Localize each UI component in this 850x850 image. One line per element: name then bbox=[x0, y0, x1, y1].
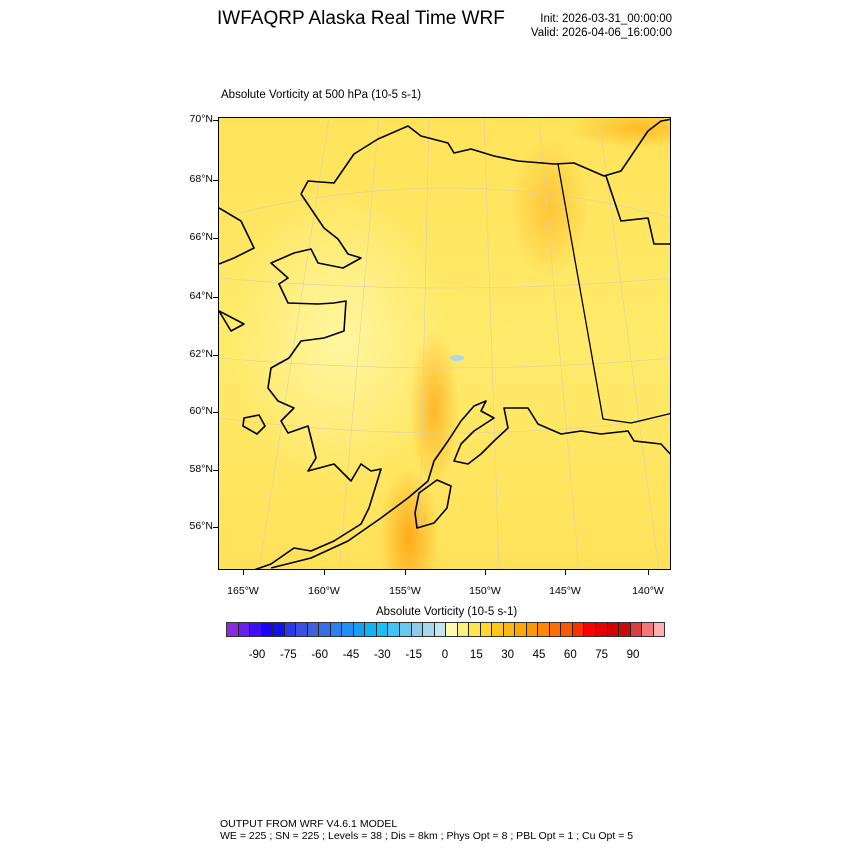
colorbar-swatch bbox=[503, 623, 516, 636]
colorbar-swatch bbox=[457, 623, 470, 636]
lat-label: 60°N bbox=[189, 405, 213, 417]
lat-tick bbox=[213, 297, 218, 298]
map-overlay bbox=[219, 118, 670, 569]
lat-tick bbox=[213, 527, 218, 528]
lon-label: 145°W bbox=[549, 585, 581, 597]
colorbar-swatch bbox=[434, 623, 447, 636]
colorbar-swatch bbox=[388, 623, 400, 636]
colorbar-swatch bbox=[572, 623, 585, 636]
lat-tick bbox=[213, 238, 218, 239]
colorbar-swatch bbox=[227, 623, 239, 636]
colorbar-swatch bbox=[399, 623, 412, 636]
colorbar-swatch bbox=[469, 623, 481, 636]
colorbar-label: -15 bbox=[405, 649, 422, 661]
lon-tick bbox=[243, 570, 244, 575]
colorbar-swatch bbox=[376, 623, 389, 636]
valid-time: Valid: 2026-04-06_16:00:00 bbox=[530, 27, 672, 39]
colorbar-label: -90 bbox=[248, 649, 266, 661]
colorbar-label: -60 bbox=[311, 649, 328, 661]
colorbar-swatch bbox=[446, 623, 458, 636]
lat-tick bbox=[213, 180, 218, 181]
colorbar-swatch bbox=[630, 623, 643, 636]
lon-tick bbox=[405, 570, 406, 575]
colorbar-label: 60 bbox=[563, 649, 577, 661]
lon-tick bbox=[648, 570, 649, 575]
lat-label: 56°N bbox=[189, 520, 213, 532]
figure-title: IWFAQRP Alaska Real Time WRF bbox=[217, 8, 505, 29]
colorbar-swatch bbox=[330, 623, 343, 636]
lat-label: 58°N bbox=[189, 463, 213, 475]
colorbar-swatch bbox=[423, 623, 435, 636]
lon-label: 165°W bbox=[227, 585, 259, 597]
colorbar-swatch bbox=[342, 623, 354, 636]
colorbar-swatch bbox=[492, 623, 504, 636]
colorbar-swatch bbox=[411, 623, 424, 636]
colorbar-swatch bbox=[538, 623, 550, 636]
colorbar-swatch bbox=[596, 623, 608, 636]
colorbar-swatch bbox=[261, 623, 274, 636]
lon-label: 140°W bbox=[632, 585, 664, 597]
colorbar-swatch bbox=[584, 623, 596, 636]
colorbar-swatch bbox=[653, 623, 665, 636]
lon-label: 160°W bbox=[308, 585, 340, 597]
lat-label: 68°N bbox=[189, 173, 213, 185]
colorbar-swatch bbox=[365, 623, 377, 636]
lat-label: 62°N bbox=[189, 348, 213, 360]
lon-label: 150°W bbox=[469, 585, 501, 597]
colorbar-swatch bbox=[607, 623, 620, 636]
colorbar-swatch bbox=[250, 623, 262, 636]
colorbar-swatch bbox=[273, 623, 285, 636]
lat-tick bbox=[213, 470, 218, 471]
colorbar-swatch bbox=[307, 623, 320, 636]
colorbar-swatch bbox=[642, 623, 654, 636]
lon-tick bbox=[565, 570, 566, 575]
colorbar-swatch bbox=[296, 623, 308, 636]
colorbar-label: 45 bbox=[532, 649, 546, 661]
colorbar-swatch bbox=[353, 623, 366, 636]
colorbar-label: -45 bbox=[342, 649, 360, 661]
lat-tick bbox=[213, 355, 218, 356]
colorbar-label: 0 bbox=[441, 649, 449, 661]
map-subtitle: Absolute Vorticity at 500 hPa (10-5 s-1) bbox=[221, 89, 422, 101]
map-plot bbox=[218, 117, 671, 570]
colorbar-label: -30 bbox=[374, 649, 391, 661]
lat-tick bbox=[213, 412, 218, 413]
colorbar-label: 90 bbox=[626, 649, 640, 661]
model-info: OUTPUT FROM WRF V4.6.1 MODEL bbox=[220, 818, 398, 830]
colorbar-swatch bbox=[319, 623, 331, 636]
lon-label: 155°W bbox=[389, 585, 421, 597]
lat-tick bbox=[213, 120, 218, 121]
colorbar-swatch bbox=[480, 623, 493, 636]
init-time: Init: 2026-03-31_00:00:00 bbox=[540, 13, 672, 25]
colorbar-swatch bbox=[515, 623, 527, 636]
graticule bbox=[219, 118, 670, 569]
colorbar-swatch bbox=[526, 623, 539, 636]
colorbar-label: 30 bbox=[501, 649, 515, 661]
coastlines bbox=[219, 118, 670, 569]
lat-label: 66°N bbox=[189, 231, 213, 243]
low-vorticity-patch bbox=[450, 355, 464, 361]
model-config: WE = 225 ; SN = 225 ; Levels = 38 ; Dis … bbox=[220, 830, 634, 842]
colorbar bbox=[226, 622, 665, 637]
colorbar-swatch bbox=[561, 623, 573, 636]
lat-label: 70°N bbox=[189, 113, 213, 125]
lon-tick bbox=[485, 570, 486, 575]
colorbar-swatch bbox=[284, 623, 297, 636]
colorbar-label: -75 bbox=[280, 649, 297, 661]
colorbar-title: Absolute Vorticity (10-5 s-1) bbox=[376, 606, 518, 618]
lat-label: 64°N bbox=[189, 290, 213, 302]
colorbar-swatch bbox=[549, 623, 562, 636]
colorbar-swatch bbox=[619, 623, 631, 636]
lon-tick bbox=[324, 570, 325, 575]
colorbar-label: 15 bbox=[469, 649, 483, 661]
colorbar-swatch bbox=[238, 623, 251, 636]
colorbar-label: 75 bbox=[595, 649, 609, 661]
